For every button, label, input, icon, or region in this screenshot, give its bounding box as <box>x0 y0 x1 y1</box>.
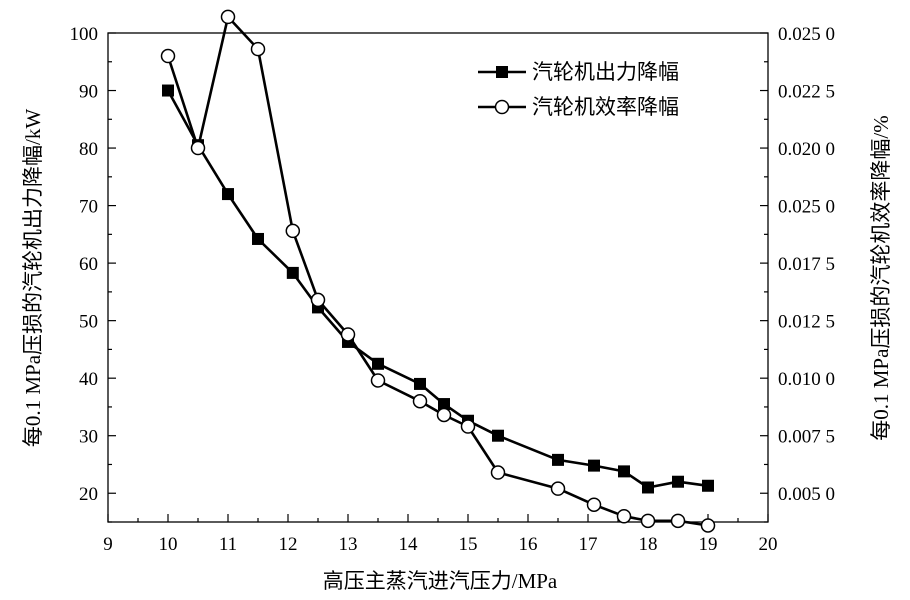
y2-tick-label: 0.025 0 <box>778 197 835 218</box>
series-1-point <box>492 429 504 442</box>
series-2-point <box>250 41 266 57</box>
series-1-point <box>642 481 654 494</box>
x-tick-label: 18 <box>639 534 658 555</box>
y-axis-label: 每0.1 MPa压损的汽轮机出力降幅/kW <box>21 109 45 448</box>
series-2-point <box>160 48 176 64</box>
series-1-point <box>414 377 426 390</box>
legend-marker-square <box>496 66 508 78</box>
series-line-1 <box>166 89 709 489</box>
series-2-point <box>220 9 236 25</box>
series-2-point <box>436 407 452 423</box>
y-tick-label: 20 <box>79 484 98 505</box>
legend-label-1: 汽轮机出力降幅 <box>532 60 679 84</box>
series-1-point <box>372 357 384 370</box>
y2-tick-label: 0.005 0 <box>778 484 835 505</box>
series-1-point <box>672 475 684 488</box>
series-line-2 <box>166 15 709 527</box>
x-tick-label: 9 <box>103 534 113 555</box>
series-1-point <box>588 459 600 472</box>
y-tick-label: 100 <box>70 24 99 45</box>
y2-tick-label: 0.025 0 <box>778 24 835 45</box>
y2-tick-label: 0.012 5 <box>778 312 835 333</box>
x-tick-label: 17 <box>579 534 598 555</box>
x-tick-label: 11 <box>219 534 237 555</box>
series-1-point <box>702 479 714 492</box>
series-2-point <box>586 497 602 512</box>
series-2-point <box>700 518 716 533</box>
y-tick-label: 60 <box>79 254 98 275</box>
y2-tick-label: 0.017 5 <box>778 254 835 275</box>
y-tick-label: 40 <box>79 369 98 390</box>
y2-tick-label: 0.007 5 <box>778 427 835 448</box>
y-tick-label: 80 <box>79 139 98 160</box>
series-2-point <box>190 140 206 156</box>
x-tick-label: 14 <box>399 534 419 555</box>
y-axis-ticks: 20 30 40 50 60 70 80 90 100 <box>70 24 116 523</box>
x-tick-label: 16 <box>519 534 538 555</box>
y-tick-label: 90 <box>79 82 98 103</box>
series-1-point <box>618 465 630 478</box>
y2-axis-ticks: 0.005 0 0.007 5 0.010 0 0.012 5 0.017 5 0.025… <box>760 24 835 523</box>
series-1-point <box>286 266 299 279</box>
series-2-point <box>285 223 301 239</box>
series-group <box>160 9 716 533</box>
series-2-point <box>460 419 476 434</box>
y2-axis-label: 每0.1 MPa压损的汽轮机效率降幅/% <box>869 115 893 441</box>
x-tick-label: 13 <box>339 534 358 555</box>
y2-tick-label: 0.010 0 <box>778 369 835 390</box>
series-2-point <box>412 393 428 409</box>
x-tick-label: 10 <box>159 534 178 555</box>
x-axis-label: 高压主蒸汽进汽压力/MPa <box>323 569 558 593</box>
x-tick-label: 12 <box>279 534 298 555</box>
y2-tick-label: 0.020 0 <box>778 139 835 160</box>
series-2-point <box>550 481 566 496</box>
x-axis-ticks: 9 10 11 12 13 14 15 16 17 18 19 20 <box>103 514 778 555</box>
y2-tick-label: 0.022 5 <box>778 82 835 103</box>
legend-marker-circle <box>494 99 510 115</box>
series-2-point <box>640 513 656 529</box>
series-2-point <box>616 508 632 524</box>
x-tick-label: 20 <box>759 534 778 555</box>
x-tick-label: 19 <box>699 534 718 555</box>
series-1-point <box>162 84 174 97</box>
series-2-point <box>310 292 326 308</box>
series-1-point <box>552 453 564 466</box>
series-1-point <box>438 398 450 411</box>
series-1-point <box>222 188 234 201</box>
y-tick-label: 30 <box>79 427 98 448</box>
series-2-point <box>340 327 356 342</box>
series-2-point <box>670 513 686 529</box>
y-tick-label: 50 <box>79 312 98 333</box>
series-2-point <box>370 373 386 388</box>
legend-label-2: 汽轮机效率降幅 <box>532 95 679 119</box>
series-2-point <box>490 465 506 480</box>
x-tick-label: 15 <box>459 534 478 555</box>
series-1-point <box>252 232 264 245</box>
y-tick-label: 70 <box>79 197 98 218</box>
